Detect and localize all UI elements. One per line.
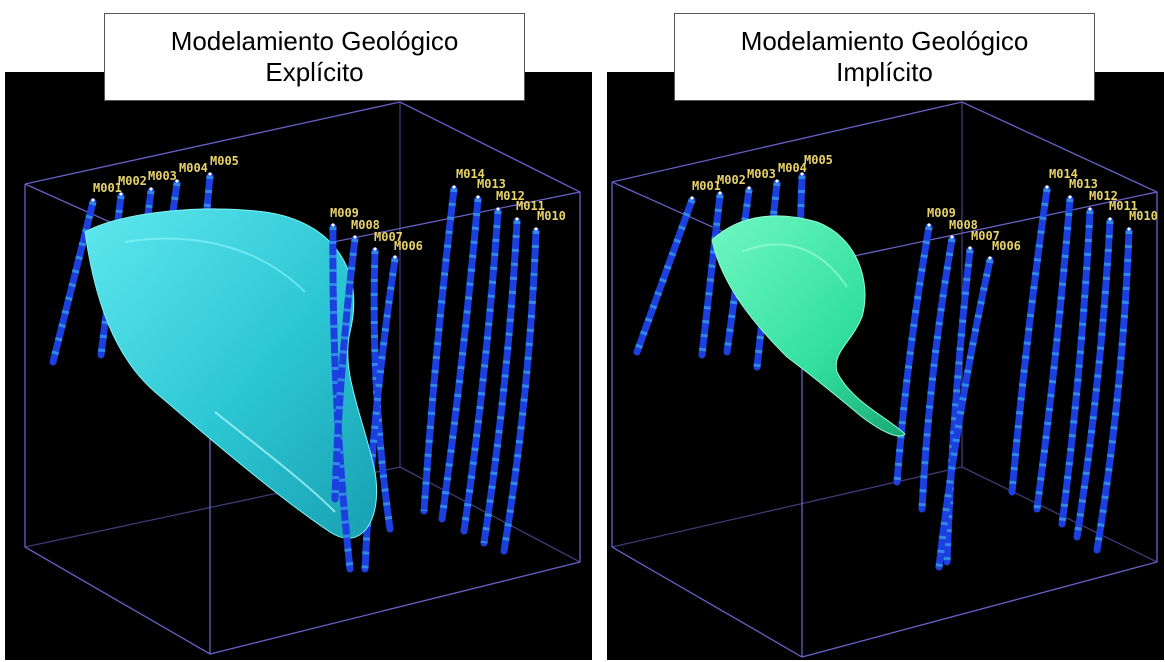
drillhole-assay-segments (420, 188, 458, 512)
title-line-1: Modelamiento Geológico (170, 26, 459, 56)
drillhole-label: M014 (456, 167, 485, 181)
drillhole-label: M005 (804, 153, 833, 167)
collar-marker (950, 235, 954, 239)
drillhole-assay-segments (438, 198, 482, 520)
collar-marker (476, 195, 480, 199)
collar-marker (690, 196, 694, 200)
title-line-2: Implícito (836, 57, 933, 87)
drillhole-assay-segments (935, 259, 994, 568)
drillhole-assay-segments (893, 226, 933, 483)
drillhole-label: M010 (1129, 209, 1158, 223)
drillhole-label: M004 (179, 161, 208, 175)
drillholes (633, 172, 1133, 571)
drillhole-trace[interactable] (1008, 185, 1051, 496)
collar-marker (927, 223, 931, 227)
drillhole-label: M004 (778, 161, 807, 175)
explicit-model-title: Modelamiento Geológico Explícito (104, 13, 525, 101)
drillhole-label: M009 (927, 206, 956, 220)
drillhole-label: M003 (747, 167, 776, 181)
collar-marker (208, 172, 212, 176)
collar-marker (496, 207, 500, 211)
drillhole-label: M003 (148, 169, 177, 183)
drillhole-assay-segments (460, 210, 502, 532)
collar-marker (175, 179, 179, 183)
drillhole-label: M012 (496, 189, 525, 203)
collar-marker (91, 198, 95, 202)
collar-marker (1108, 217, 1112, 221)
drillhole-assay-segments (1058, 210, 1094, 525)
drillhole-label: M007 (971, 229, 1000, 243)
drillhole-label: M011 (1109, 199, 1138, 213)
drillhole-label: M001 (93, 181, 122, 195)
drillhole-trace[interactable] (1073, 217, 1114, 541)
drillhole-label: M010 (537, 209, 566, 223)
drillhole-trace[interactable] (500, 227, 540, 555)
drillhole-label: M012 (1089, 189, 1118, 203)
drillhole-trace[interactable] (1093, 227, 1133, 554)
collar-marker (718, 191, 722, 195)
drillholes-front (329, 223, 359, 573)
drillhole-label: M014 (1049, 167, 1078, 181)
collar-marker (1068, 195, 1072, 199)
collar-marker (515, 217, 519, 221)
collar-marker (775, 179, 779, 183)
collar-marker (968, 246, 972, 250)
drillhole-trace[interactable] (698, 191, 724, 359)
drillhole-label: M002 (118, 174, 147, 188)
drillhole-label: M013 (1069, 177, 1098, 191)
implicit-model-viewport[interactable]: M001 M002 M003 M004 M005 M009 M008 M007 M006 M014… (607, 72, 1164, 660)
implicit-ore-body-surface (711, 215, 906, 437)
drillhole-label: M001 (692, 179, 721, 193)
collar-marker (149, 187, 153, 191)
drillhole-assay-segments (943, 249, 974, 563)
drillhole-label: M011 (516, 199, 545, 213)
collar-marker (393, 255, 397, 259)
drillhole-trace[interactable] (49, 198, 97, 366)
collar-marker (1045, 185, 1049, 189)
drillhole-label: M013 (477, 177, 506, 191)
drillhole-trace[interactable] (633, 196, 696, 356)
drillhole-label: M007 (374, 230, 403, 244)
drillhole-assay-segments (1033, 198, 1074, 510)
collar-marker (800, 172, 804, 176)
title-line-1: Modelamiento Geológico (740, 26, 1029, 56)
drillhole-label: M002 (717, 173, 746, 187)
drillhole-label: M009 (330, 206, 359, 220)
drillhole-label: M008 (351, 218, 380, 232)
collar-marker (747, 186, 751, 190)
implicit-model-title: Modelamiento Geológico Implícito (674, 13, 1095, 101)
drillhole-assay-segments (97, 195, 125, 356)
collar-marker (1127, 227, 1131, 231)
collar-marker (1088, 207, 1092, 211)
drillhole-label: M008 (949, 218, 978, 232)
collar-marker (988, 256, 992, 260)
collar-marker (331, 223, 335, 227)
drillhole-assay-segments (480, 220, 521, 544)
drillhole-label: M006 (992, 239, 1021, 253)
collar-marker (353, 235, 357, 239)
drillhole-label: M006 (394, 239, 423, 253)
drillhole-assay-segments (361, 258, 399, 570)
drillhole-trace[interactable] (918, 235, 956, 513)
drillhole-label: M005 (210, 154, 239, 168)
collar-marker (119, 192, 123, 196)
drillhole-assay-segments (633, 198, 696, 354)
collar-marker (534, 227, 538, 231)
collar-marker (452, 185, 456, 189)
drillhole-assay-segments (793, 175, 806, 323)
explicit-model-viewport[interactable]: M001 M002 M003 M004 M005 M009 M008 M007 M006 M014… (5, 72, 592, 660)
title-line-2: Explícito (265, 57, 364, 87)
drillhole-assay-segments (698, 194, 724, 356)
drillhole-trace[interactable] (331, 235, 359, 503)
collar-marker (373, 247, 377, 251)
